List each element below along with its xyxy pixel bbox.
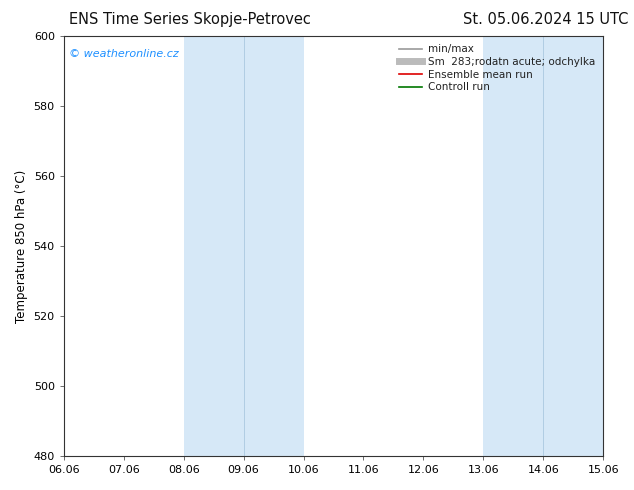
Text: St. 05.06.2024 15 UTC: St. 05.06.2024 15 UTC <box>463 12 628 27</box>
Bar <box>184 36 304 456</box>
Bar <box>483 36 603 456</box>
Legend: min/max, Sm  283;rodatn acute; odchylka, Ensemble mean run, Controll run: min/max, Sm 283;rodatn acute; odchylka, … <box>396 41 598 96</box>
Text: ENS Time Series Skopje-Petrovec: ENS Time Series Skopje-Petrovec <box>69 12 311 27</box>
Text: © weatheronline.cz: © weatheronline.cz <box>69 49 179 59</box>
Y-axis label: Temperature 850 hPa (°C): Temperature 850 hPa (°C) <box>15 170 28 323</box>
